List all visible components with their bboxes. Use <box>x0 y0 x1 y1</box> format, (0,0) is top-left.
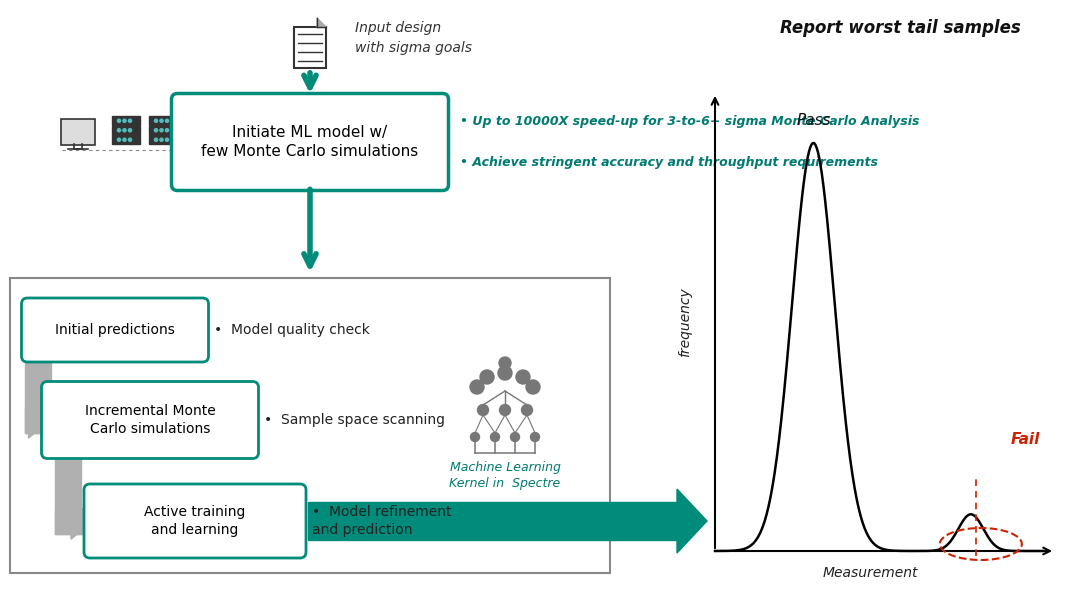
Text: Machine Learning: Machine Learning <box>450 461 560 473</box>
Circle shape <box>491 432 499 442</box>
Text: Initial predictions: Initial predictions <box>55 323 175 337</box>
Circle shape <box>478 404 489 416</box>
FancyBboxPatch shape <box>41 381 258 458</box>
Circle shape <box>521 404 533 416</box>
Circle shape <box>155 138 158 141</box>
Circle shape <box>155 119 158 122</box>
Circle shape <box>470 380 484 394</box>
Circle shape <box>160 138 163 141</box>
Bar <box>112 116 141 125</box>
Bar <box>25 407 42 433</box>
Polygon shape <box>317 18 326 27</box>
Circle shape <box>118 138 121 141</box>
Circle shape <box>516 370 530 384</box>
Circle shape <box>526 380 540 394</box>
Circle shape <box>165 119 169 122</box>
Circle shape <box>129 129 132 132</box>
Bar <box>55 452 81 534</box>
FancyBboxPatch shape <box>294 27 326 68</box>
Text: Report worst tail samples: Report worst tail samples <box>779 19 1020 37</box>
Circle shape <box>480 370 494 384</box>
Text: •  Model quality check: • Model quality check <box>214 323 371 337</box>
Text: Pass: Pass <box>797 113 831 128</box>
Circle shape <box>129 138 132 141</box>
Text: Incremental Monte
Carlo simulations: Incremental Monte Carlo simulations <box>84 404 215 436</box>
Circle shape <box>165 138 169 141</box>
Circle shape <box>123 138 126 141</box>
Circle shape <box>123 129 126 132</box>
Bar <box>25 356 51 433</box>
Text: Kernel in  Spectre: Kernel in Spectre <box>450 477 561 489</box>
Circle shape <box>155 129 158 132</box>
Circle shape <box>129 119 132 122</box>
FancyBboxPatch shape <box>61 119 95 145</box>
Circle shape <box>498 366 512 380</box>
Circle shape <box>499 357 511 369</box>
Text: Fail: Fail <box>1011 432 1041 447</box>
FancyBboxPatch shape <box>84 484 306 558</box>
Text: • Up to 10000X speed-up for 3-to-6+ sigma Monte Carlo Analysis: • Up to 10000X speed-up for 3-to-6+ sigm… <box>461 116 920 129</box>
Text: Input design
with sigma goals: Input design with sigma goals <box>355 21 472 55</box>
Text: Active training
and learning: Active training and learning <box>144 505 245 537</box>
Circle shape <box>118 129 121 132</box>
Text: Measurement: Measurement <box>823 566 918 580</box>
Circle shape <box>510 432 520 442</box>
Circle shape <box>118 119 121 122</box>
FancyBboxPatch shape <box>22 298 209 362</box>
Bar <box>112 126 141 135</box>
Text: •  Sample space scanning: • Sample space scanning <box>265 413 445 427</box>
Bar <box>308 502 677 540</box>
Polygon shape <box>71 503 93 539</box>
Circle shape <box>470 432 480 442</box>
Text: Initiate ML model w/
few Monte Carlo simulations: Initiate ML model w/ few Monte Carlo sim… <box>201 125 418 160</box>
Bar <box>149 126 177 135</box>
Polygon shape <box>28 402 51 438</box>
Bar <box>112 135 141 144</box>
Text: • Achieve stringent accuracy and throughput requirements: • Achieve stringent accuracy and through… <box>461 155 879 168</box>
Bar <box>149 116 177 125</box>
Circle shape <box>160 129 163 132</box>
Text: frequency: frequency <box>678 287 692 357</box>
FancyBboxPatch shape <box>172 94 449 190</box>
Circle shape <box>499 404 510 416</box>
Polygon shape <box>677 489 707 553</box>
Circle shape <box>160 119 163 122</box>
FancyBboxPatch shape <box>10 278 610 573</box>
Bar <box>149 135 177 144</box>
Circle shape <box>531 432 539 442</box>
Circle shape <box>165 129 169 132</box>
Text: •  Model refinement
and prediction: • Model refinement and prediction <box>312 505 452 537</box>
Circle shape <box>123 119 126 122</box>
Bar <box>55 508 85 534</box>
